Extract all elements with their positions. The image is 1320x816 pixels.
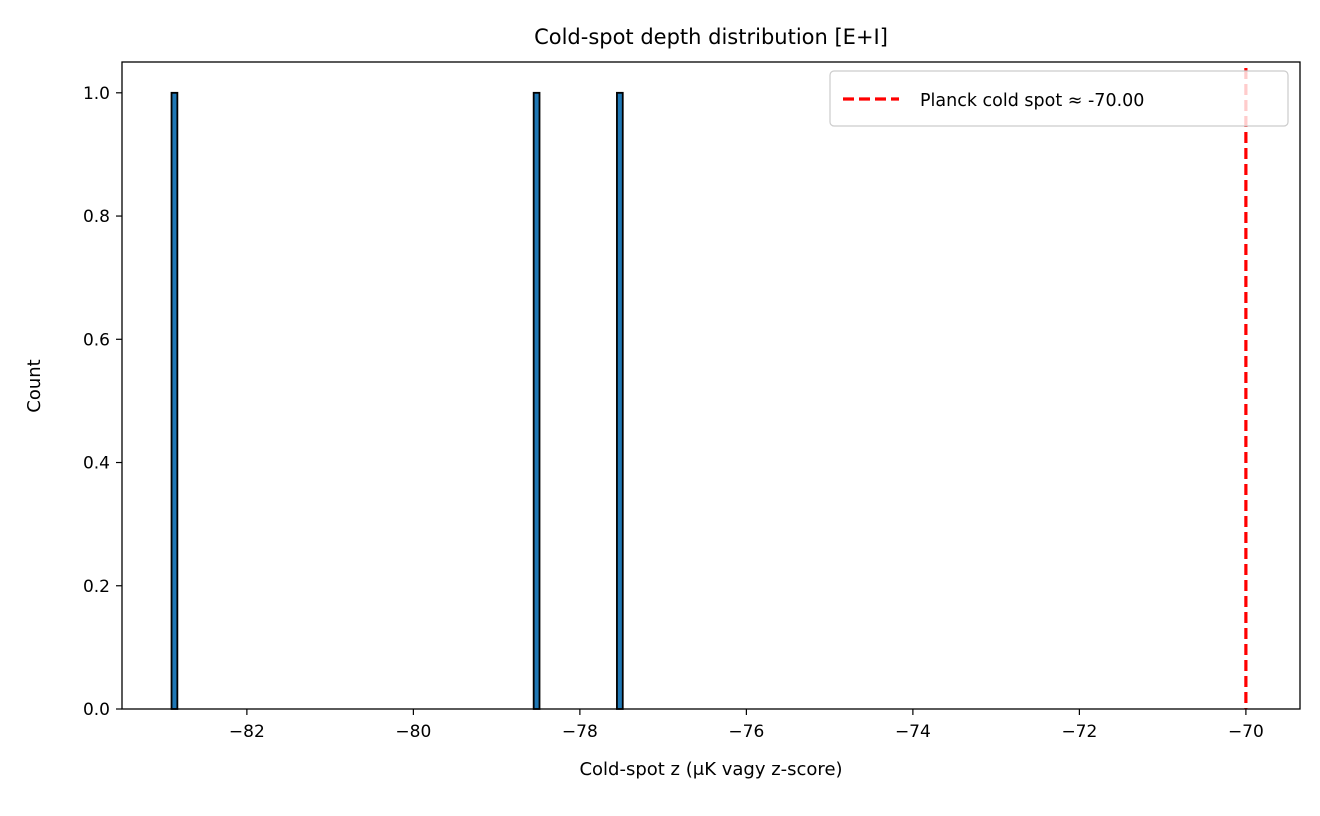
x-axis-label: Cold-spot z (μK vagy z-score) bbox=[579, 759, 842, 780]
y-axis-ticks: 0.0 0.2 0.4 0.6 0.8 1.0 bbox=[83, 84, 122, 720]
y-tick-label: 0.0 bbox=[83, 700, 110, 720]
x-tick-label: −78 bbox=[562, 722, 598, 742]
y-tick-label: 0.4 bbox=[83, 454, 110, 474]
histogram-bar bbox=[532, 91, 541, 710]
plot-frame bbox=[121, 61, 1301, 710]
histogram-bar bbox=[170, 91, 179, 710]
y-tick-label: 0.6 bbox=[83, 330, 110, 350]
x-tick-label: −72 bbox=[1061, 722, 1097, 742]
y-axis-label: Count bbox=[24, 359, 45, 412]
legend: Planck cold spot ≈ -70.00 bbox=[829, 70, 1289, 127]
histogram-bar bbox=[616, 91, 624, 710]
y-tick-label: 1.0 bbox=[83, 84, 110, 104]
chart-title: Cold-spot depth distribution [E+I] bbox=[534, 25, 888, 49]
y-tick-label: 0.8 bbox=[83, 207, 110, 227]
x-tick-label: −82 bbox=[229, 722, 265, 742]
legend-box bbox=[829, 70, 1289, 127]
x-tick-label: −76 bbox=[728, 722, 764, 742]
x-tick-label: −80 bbox=[395, 722, 431, 742]
y-tick-label: 0.2 bbox=[83, 577, 110, 597]
bars-layer bbox=[170, 91, 624, 710]
legend-label: Planck cold spot ≈ -70.00 bbox=[920, 91, 1144, 111]
x-tick-label: −70 bbox=[1228, 722, 1264, 742]
x-axis-ticks: −82 −80 −78 −76 −74 −72 −70 bbox=[229, 709, 1264, 742]
x-tick-label: −74 bbox=[895, 722, 931, 742]
